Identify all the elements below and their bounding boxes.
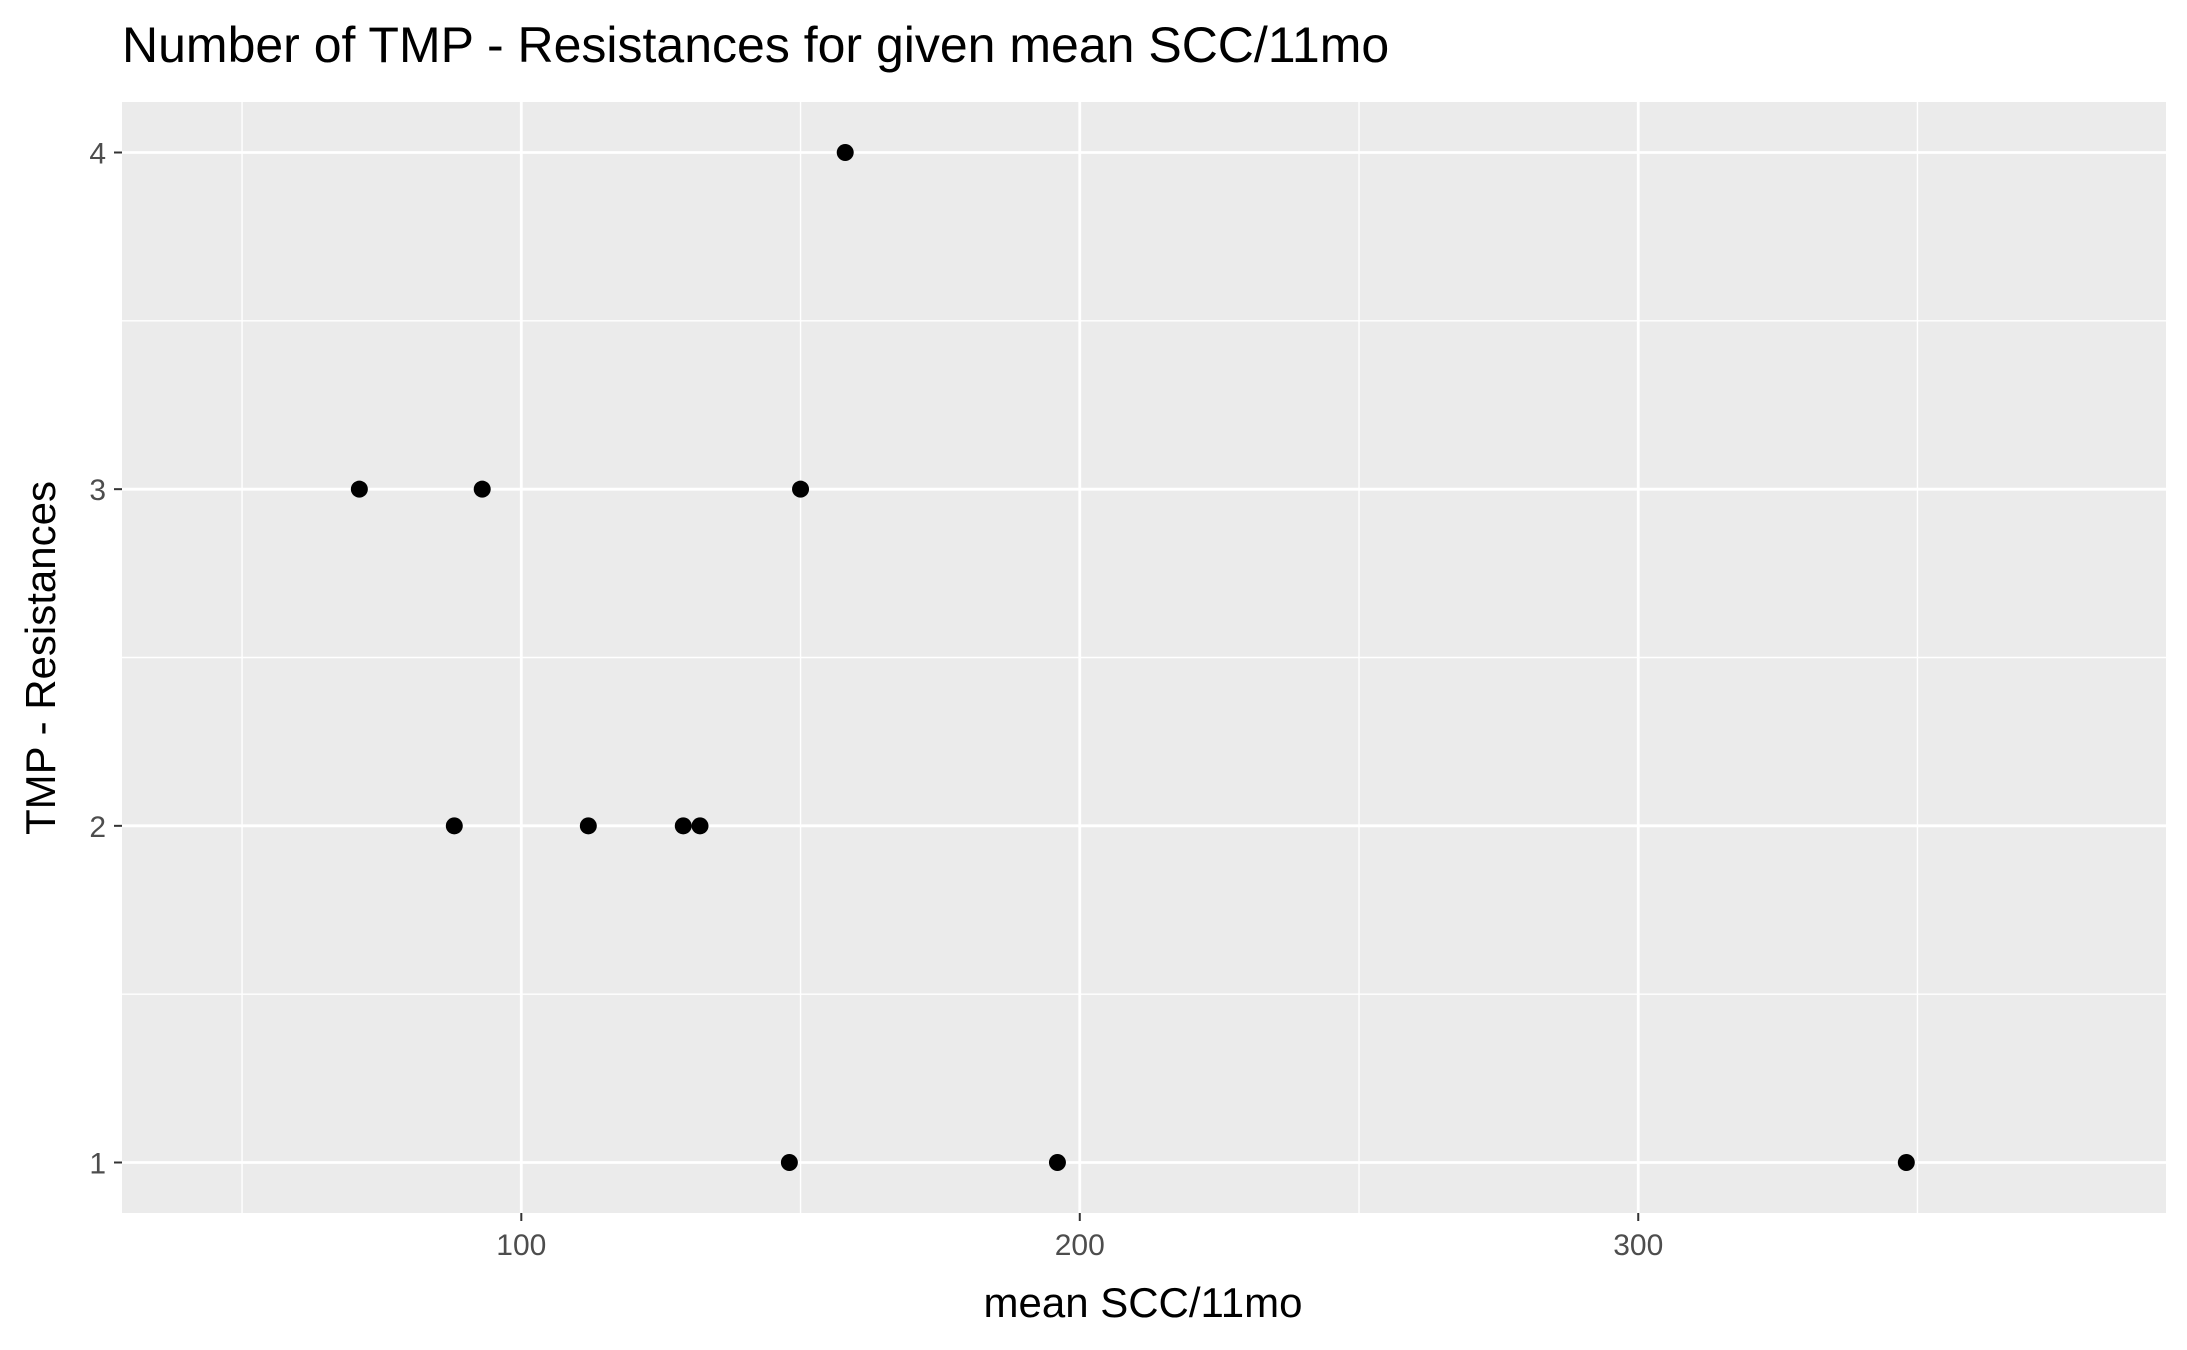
- chart-title: Number of TMP - Resistances for given me…: [122, 17, 1389, 73]
- data-point: [691, 817, 709, 835]
- y-tick-label: 3: [89, 474, 106, 507]
- x-tick-label: 100: [496, 1229, 546, 1262]
- data-point: [579, 817, 597, 835]
- data-point: [836, 144, 854, 161]
- data-point: [792, 480, 810, 498]
- data-point: [445, 817, 463, 835]
- x-axis-title: mean SCC/11mo: [983, 1279, 1302, 1326]
- data-points: [350, 144, 1915, 1171]
- y-tick-label: 4: [89, 138, 106, 171]
- x-tick-label: 300: [1613, 1229, 1663, 1262]
- major-gridlines: [122, 102, 2166, 1213]
- minor-gridlines: [122, 102, 2166, 1213]
- data-point: [1048, 1154, 1066, 1171]
- y-tick-label: 1: [89, 1148, 106, 1181]
- data-point: [473, 480, 491, 498]
- plot-area: [122, 102, 2166, 1213]
- data-point: [350, 480, 368, 498]
- data-point: [674, 817, 692, 835]
- data-point: [780, 1154, 798, 1171]
- x-tick-label: 200: [1055, 1229, 1105, 1262]
- y-axis: 1 2 3 4: [89, 138, 122, 1181]
- y-tick-label: 2: [89, 811, 106, 844]
- x-axis: 100 200 300: [496, 1213, 1663, 1262]
- data-point: [1897, 1154, 1915, 1171]
- y-axis-title: TMP - Resistances: [17, 481, 64, 835]
